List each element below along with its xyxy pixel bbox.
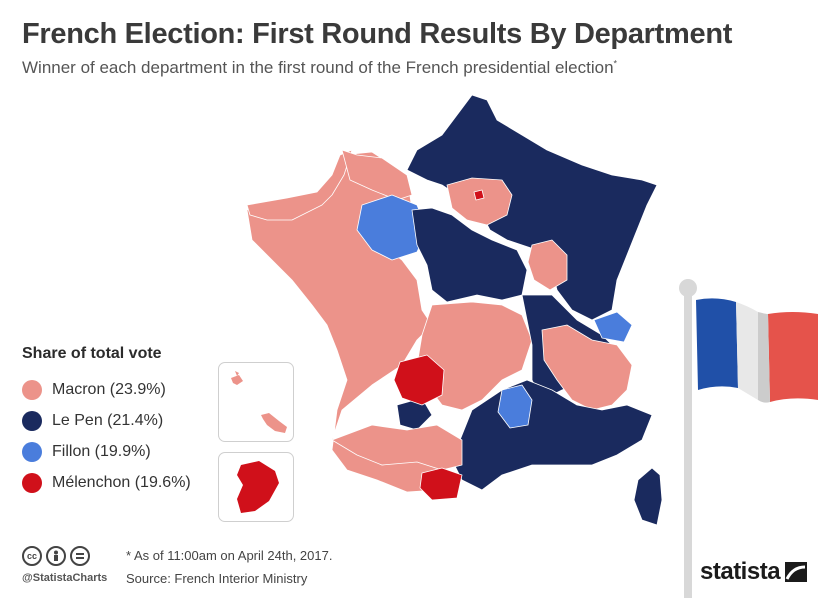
region-paris-center-melenchon: [473, 189, 485, 201]
attribution-icon: [46, 546, 66, 566]
source-note: Source: French Interior Ministry: [126, 571, 308, 586]
region-alps-macron: [541, 324, 633, 411]
legend-item-lepen: Le Pen (21.4%): [22, 405, 191, 436]
footnote: * As of 11:00am on April 24th, 2017.: [126, 548, 333, 563]
legend-item-melenchon: Mélenchon (19.6%): [22, 467, 191, 498]
legend-item-fillon: Fillon (19.9%): [22, 436, 191, 467]
region-limousin-melenchon: [393, 354, 445, 406]
inset-island-small-macron: [231, 371, 243, 385]
region-pyrenees-melenchon: [419, 467, 463, 501]
inset-map-1: [231, 371, 287, 433]
legend-swatch-lepen: [22, 410, 42, 431]
legend-title: Share of total vote: [22, 345, 162, 362]
region-brittany-macron: [246, 149, 353, 221]
legend-label-macron: Macron (23.9%): [52, 380, 166, 398]
region-savoie-fillon: [593, 311, 633, 343]
flag-stripe-blue: [696, 298, 738, 390]
region-normandy-macron: [341, 149, 413, 201]
subtitle-footnote-mark: *: [613, 58, 618, 69]
brand-text: statista: [700, 558, 781, 585]
legend-label-melenchon: Mélenchon (19.6%): [52, 473, 191, 491]
social-handle[interactable]: @StatistaCharts: [22, 572, 108, 584]
region-massif-fillon: [497, 384, 533, 429]
flag-curl: [758, 312, 770, 403]
statista-logo[interactable]: statista: [700, 558, 808, 586]
region-corsica-lepen: [633, 467, 663, 525]
legend-swatch-fillon: [22, 441, 42, 462]
inset-guiana: [218, 452, 294, 522]
flag-pole: [684, 284, 692, 598]
france-map: [246, 94, 663, 525]
region-fillon-west: [356, 194, 428, 261]
cc-icon: cc: [22, 546, 42, 566]
legend-label-lepen: Le Pen (21.4%): [52, 411, 164, 429]
page-subtitle: Winner of each department in the first r…: [22, 58, 617, 78]
license-icons: cc: [22, 546, 90, 566]
legend-swatch-macron: [22, 379, 42, 400]
legend-swatch-melenchon: [22, 472, 42, 493]
inset-guadeloupe-martinique: [218, 362, 294, 442]
no-derivatives-icon: [70, 546, 90, 566]
inset-guiana-melenchon: [237, 461, 279, 513]
page-title: French Election: First Round Results By …: [22, 18, 733, 50]
legend-item-macron: Macron (23.9%): [22, 374, 191, 405]
inset-map-2: [237, 461, 279, 513]
region-southwest-macron: [331, 424, 463, 471]
flag-pole-cap: [679, 279, 697, 297]
inset-island-large-macron: [261, 413, 287, 433]
legend: Share of total vote Macron (23.9%) Le Pe…: [22, 345, 191, 498]
subtitle-text: Winner of each department in the first r…: [22, 58, 614, 77]
flag-stripe-white: [736, 302, 758, 400]
brand-mark-icon: [785, 562, 808, 582]
flag-stripe-red: [768, 312, 818, 402]
legend-label-fillon: Fillon (19.9%): [52, 442, 151, 460]
region-paris-macron: [446, 177, 513, 226]
french-flag-illustration: [679, 279, 818, 598]
region-burgundy-macron: [527, 239, 568, 291]
